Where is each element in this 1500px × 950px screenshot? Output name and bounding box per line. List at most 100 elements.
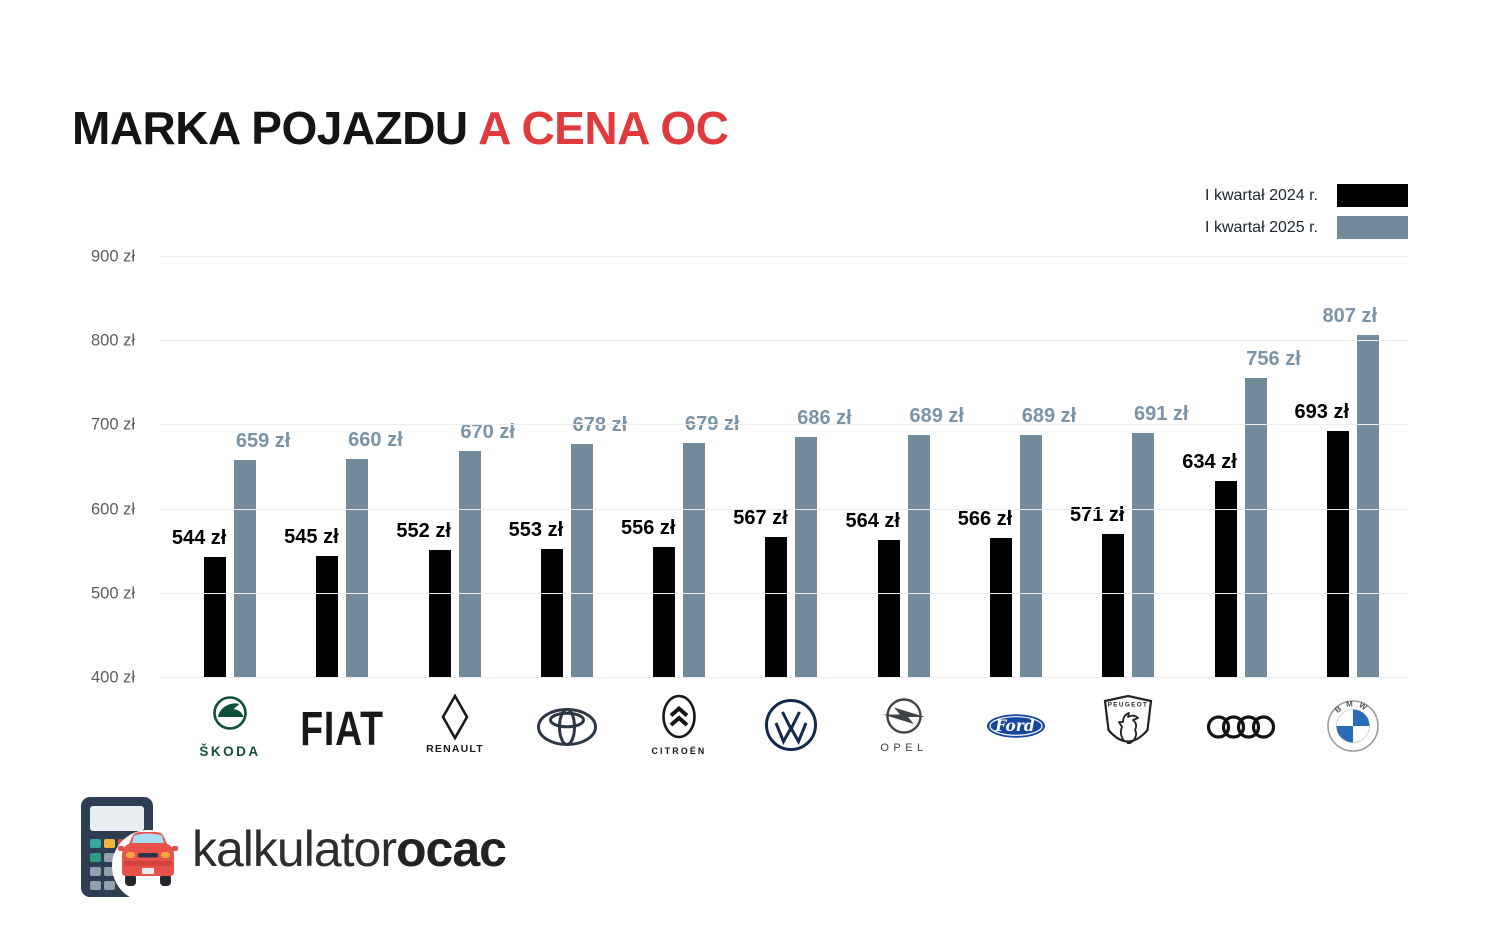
- bar-2025-bmw: [1356, 335, 1379, 678]
- bar-group-peugeot: 571 zł 691 zł: [1070, 257, 1188, 678]
- logo-ford: Ford: [960, 688, 1072, 766]
- value-2025-ford: 689 zł: [1021, 404, 1077, 427]
- opel-icon: OPEL: [880, 698, 927, 754]
- value-2025-skoda: 659 zł: [235, 429, 291, 452]
- bar-2025-renault: [458, 450, 481, 678]
- logo-peugeot: PEUGEOT: [1072, 688, 1184, 766]
- y-tick-900: 900 zł: [90, 247, 135, 266]
- audi-icon: [1206, 715, 1275, 739]
- toyota-icon: [536, 708, 597, 746]
- logo-volkswagen: [735, 688, 847, 766]
- bar-2025-ford: [1019, 434, 1042, 678]
- footer-brand: kalkulatorocac: [78, 794, 507, 904]
- value-2024-fiat: 545 zł: [284, 525, 339, 548]
- value-2024-citroen: 556 zł: [620, 516, 676, 539]
- logo-audi: [1184, 688, 1296, 766]
- bar-group-audi: 634 zł 756 zł: [1182, 257, 1301, 678]
- brand-logos-row: ŠKODA FIAT RENAULT CITROËN: [174, 688, 1409, 766]
- bar-2025-fiat: [346, 459, 369, 678]
- bar-2024-renault: [428, 550, 451, 678]
- page-title: MARKA POJAZDU A CENA OC: [72, 101, 729, 155]
- footer-wordmark-regular: kalkulator: [192, 821, 397, 877]
- value-2025-citroen: 679 zł: [684, 413, 740, 436]
- y-tick-600: 600 zł: [90, 500, 135, 519]
- volkswagen-icon: [765, 699, 818, 751]
- car-icon: [118, 832, 178, 886]
- legend-label-2024: I kwartał 2024 r.: [1205, 186, 1318, 204]
- ford-wordmark: Ford: [994, 716, 1035, 735]
- bmw-icon: BMW: [1326, 699, 1379, 752]
- y-tick-400: 400 zł: [90, 668, 135, 687]
- bar-group-bmw: 693 zł 807 zł: [1295, 257, 1409, 678]
- bar-2024-fiat: [316, 555, 339, 678]
- value-2024-renault: 552 zł: [396, 520, 451, 543]
- ford-icon: Ford: [986, 714, 1045, 738]
- value-2025-audi: 756 zł: [1246, 348, 1301, 371]
- bar-group-skoda: 544 zł 659 zł: [171, 257, 290, 678]
- fiat-icon: FIAT: [301, 703, 384, 757]
- bar-2025-skoda: [234, 459, 257, 678]
- fiat-wordmark: FIAT: [301, 703, 384, 757]
- bar-2025-audi: [1244, 378, 1267, 678]
- value-2024-toyota: 553 zł: [508, 519, 564, 542]
- logo-renault: RENAULT: [399, 688, 511, 766]
- value-2024-volkswagen: 567 zł: [733, 507, 788, 530]
- renault-icon: RENAULT: [426, 694, 482, 755]
- bar-2024-audi: [1214, 480, 1237, 678]
- bar-groups: 544 zł 659 zł 545 zł 660 zł 552 zł 670 zł 553 …: [171, 257, 1409, 678]
- logo-bmw: BMW: [1297, 688, 1409, 766]
- peugeot-icon: PEUGEOT: [1104, 694, 1153, 745]
- title-red-part: A CENA OC: [478, 101, 729, 154]
- value-2024-audi: 634 zł: [1182, 450, 1237, 473]
- bar-group-opel: 564 zł 689 zł: [845, 257, 964, 678]
- chart-legend: I kwartał 2024 r. I kwartał 2025 r.: [1205, 184, 1408, 248]
- bar-chart-plot-area: 544 zł 659 zł 545 zł 660 zł 552 zł 670 zł 553 …: [91, 248, 1409, 687]
- opel-wordmark: OPEL: [880, 742, 927, 754]
- gridline-500: [160, 592, 1408, 594]
- peugeot-wordmark: PEUGEOT: [1108, 702, 1149, 709]
- bar-2025-peugeot: [1132, 432, 1155, 678]
- bar-group-volkswagen: 567 zł 686 zł: [733, 257, 852, 678]
- value-2025-opel: 689 zł: [909, 404, 964, 427]
- value-2025-renault: 670 zł: [460, 420, 515, 443]
- legend-swatch-2025: [1337, 216, 1408, 239]
- bar-2024-ford: [989, 538, 1012, 678]
- citroen-wordmark: CITROËN: [652, 746, 707, 756]
- gridline-600: [160, 508, 1408, 510]
- footer-wordmark-bold: ocac: [396, 821, 507, 877]
- bar-2024-bmw: [1326, 431, 1349, 678]
- legend-label-2025: I kwartał 2025 r.: [1205, 218, 1318, 236]
- bar-2024-opel: [877, 539, 900, 678]
- footer-wordmark: kalkulatorocac: [192, 820, 507, 878]
- logo-toyota: [511, 688, 623, 766]
- bar-group-ford: 566 zł 689 zł: [957, 257, 1076, 678]
- logo-opel: OPEL: [848, 688, 960, 766]
- value-2025-fiat: 660 zł: [348, 429, 403, 452]
- value-2025-bmw: 807 zł: [1322, 305, 1378, 328]
- skoda-icon: ŠKODA: [199, 696, 258, 759]
- value-2024-peugeot: 571 zł: [1070, 504, 1125, 527]
- bar-group-fiat: 545 zł 660 zł: [284, 257, 403, 678]
- gridline-400: [160, 677, 1408, 678]
- citroen-icon: CITROËN: [652, 694, 707, 756]
- bar-group-renault: 552 zł 670 zł: [396, 257, 515, 678]
- bar-2024-volkswagen: [765, 537, 788, 678]
- logo-skoda: ŠKODA: [174, 688, 286, 766]
- value-2024-skoda: 544 zł: [171, 526, 227, 549]
- legend-item-2024: I kwartał 2024 r.: [1205, 184, 1408, 207]
- y-tick-700: 700 zł: [90, 415, 135, 434]
- value-2025-volkswagen: 686 zł: [797, 407, 852, 430]
- value-2024-opel: 564 zł: [845, 509, 900, 532]
- title-black-part: MARKA POJAZDU: [72, 101, 468, 154]
- bar-2024-citroen: [653, 546, 676, 678]
- value-2025-peugeot: 691 zł: [1134, 402, 1189, 425]
- y-tick-800: 800 zł: [90, 331, 135, 350]
- bar-group-toyota: 553 zł 678 zł: [508, 257, 627, 678]
- legend-item-2025: I kwartał 2025 r.: [1205, 216, 1408, 239]
- y-tick-500: 500 zł: [90, 584, 135, 603]
- logo-fiat: FIAT: [286, 688, 398, 766]
- gridline-900: [160, 256, 1408, 257]
- gridline-800: [160, 340, 1408, 342]
- gridline-700: [160, 424, 1408, 426]
- value-2024-ford: 566 zł: [957, 508, 1013, 531]
